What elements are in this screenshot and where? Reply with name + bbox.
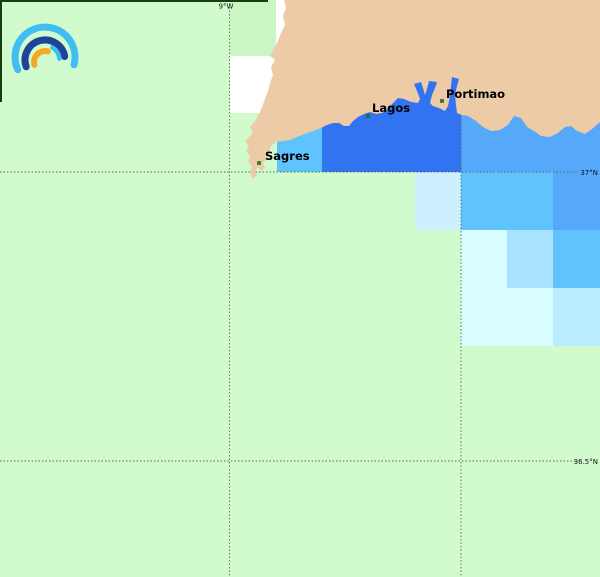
city-markers-layer: Sagres Lagos Portimao [257,87,505,165]
landmass-algarve [245,0,600,179]
precip-cell [461,288,553,346]
precip-cell [553,288,600,346]
precip-cell [415,172,461,230]
logo-small-blue-arc-icon [50,45,62,61]
precip-cell [461,172,553,230]
precip-cell [553,230,600,288]
tile-border-layer [0,0,268,102]
precip-cell [553,172,600,230]
logo-orange-arc-icon [31,48,51,68]
meridian-9w-label: 9°W [219,3,234,11]
city-label: Portimao [446,87,505,101]
logo-outer-arc-icon [11,23,79,74]
precip-cell [230,0,276,56]
city-dot [257,161,261,165]
logo-navy-arc-icon [21,36,69,71]
city-label: Sagres [265,149,310,163]
city-dot [440,99,444,103]
parallel-36-5n-label: 36.5°N [574,458,598,466]
precip-cell [507,230,553,288]
city-label: Lagos [372,101,410,115]
city-dot [366,114,370,118]
precip-cell [461,230,507,288]
parallel-37n-label: 37°N [580,169,598,177]
rain-radar-logo [11,23,79,74]
